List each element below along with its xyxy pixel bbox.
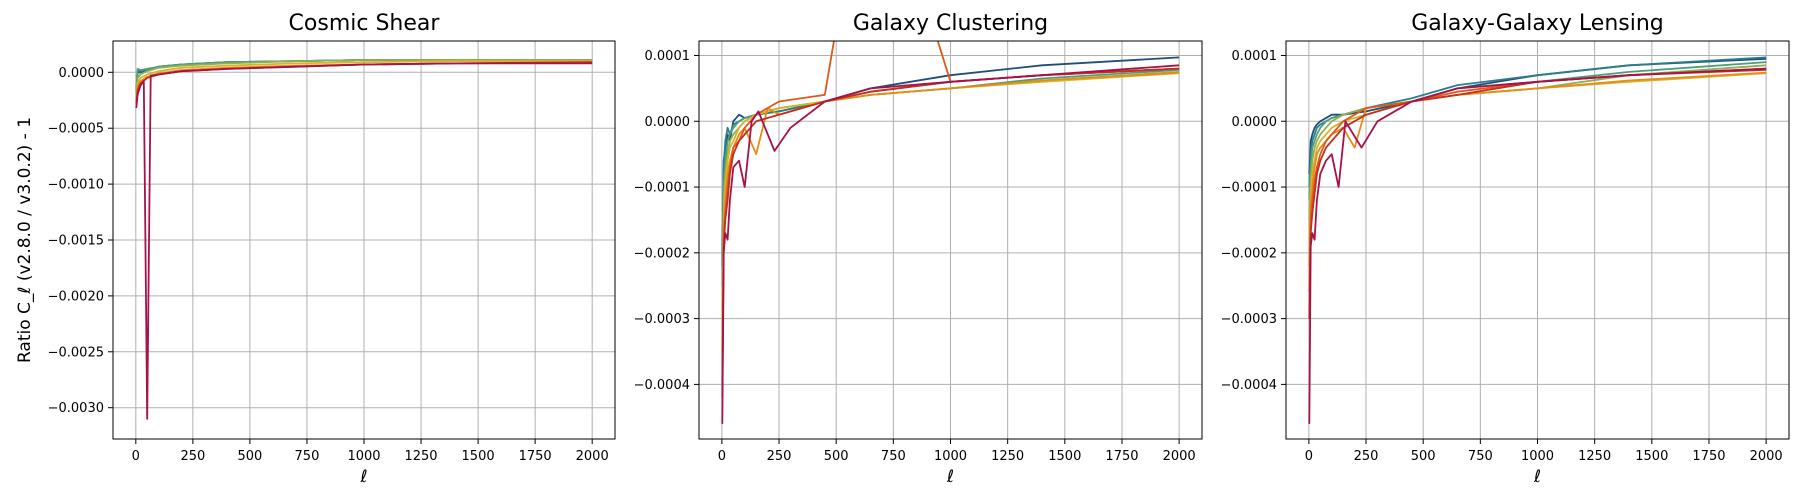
series-line xyxy=(721,67,1180,398)
x-tick-label: 1750 xyxy=(1692,449,1725,464)
series-line xyxy=(1308,71,1767,267)
series-group xyxy=(1308,56,1767,424)
x-tick-label: 1000 xyxy=(934,449,967,464)
y-tick-label: −0.0020 xyxy=(48,289,104,304)
x-tick-label: 750 xyxy=(1468,449,1493,464)
y-tick-label: −0.0003 xyxy=(1221,312,1277,327)
chart-panel: 0 250 500 750 1000 1250 1500 1750 2000 0.0001 0.00… xyxy=(1221,11,1790,487)
y-axis-label: Ratio C_ℓ (v2.8.0 / v3.0.2) - 1 xyxy=(15,117,35,363)
x-tick-label: 1500 xyxy=(1635,449,1668,464)
y-tick-label: −0.0010 xyxy=(48,178,104,193)
x-tick-label: 1000 xyxy=(347,449,380,464)
y-tick-label: 0.0001 xyxy=(1232,49,1278,64)
series-line xyxy=(1308,67,1767,293)
chart-title: Galaxy Clustering xyxy=(853,11,1048,36)
x-tick-label: 1250 xyxy=(991,449,1024,464)
series-line xyxy=(1308,57,1767,174)
x-tick-label: 1750 xyxy=(519,449,552,464)
chart-title: Galaxy-Galaxy Lensing xyxy=(1411,11,1664,36)
series-line xyxy=(135,60,593,97)
y-tick-label: −0.0005 xyxy=(48,122,104,137)
y-tick-label: 0.0000 xyxy=(59,66,105,81)
x-tick-label: 1000 xyxy=(1521,449,1554,464)
y-tick-label: −0.0004 xyxy=(1221,378,1277,393)
x-tick-label: 250 xyxy=(767,449,792,464)
series-line xyxy=(135,59,593,95)
y-tick-label: 0.0000 xyxy=(1232,115,1278,130)
x-tick-label: 750 xyxy=(881,449,906,464)
y-tick-label: −0.0004 xyxy=(634,378,690,393)
x-tick-label: 2000 xyxy=(1750,449,1783,464)
x-tick-label: 2000 xyxy=(576,449,609,464)
y-tick-label: −0.0015 xyxy=(48,234,104,249)
y-tick-label: −0.0001 xyxy=(634,181,690,196)
chart-panel: 0 250 500 750 1000 1250 1500 1750 2000 0.0000 −0.0… xyxy=(15,11,616,487)
x-tick-label: 500 xyxy=(824,449,849,464)
x-tick-label: 0 xyxy=(718,449,726,464)
x-tick-label: 500 xyxy=(237,449,262,464)
x-tick-label: 0 xyxy=(1305,449,1313,464)
y-tick-label: 0.0000 xyxy=(645,115,691,130)
y-tick-label: −0.0030 xyxy=(48,401,104,416)
y-tick-label: −0.0002 xyxy=(1221,246,1277,261)
x-tick-label: 250 xyxy=(1354,449,1379,464)
chart-panel: 0 250 500 750 1000 1250 1500 1750 2000 0.0001 0.00… xyxy=(634,11,1203,487)
y-tick-label: −0.0025 xyxy=(48,345,104,360)
x-tick-label: 0 xyxy=(132,449,140,464)
x-tick-label: 1250 xyxy=(1578,449,1611,464)
series-line xyxy=(721,41,1180,385)
series-line xyxy=(1308,69,1767,319)
x-axis-label: ℓ xyxy=(1533,467,1541,487)
y-tick-label: −0.0002 xyxy=(634,246,690,261)
x-tick-label: 1250 xyxy=(404,449,437,464)
y-tick-label: −0.0001 xyxy=(1221,181,1277,196)
x-tick-label: 500 xyxy=(1411,449,1436,464)
x-tick-label: 250 xyxy=(180,449,205,464)
x-tick-label: 750 xyxy=(295,449,320,464)
series-line xyxy=(1308,67,1767,424)
x-tick-label: 1750 xyxy=(1105,449,1138,464)
series-line xyxy=(721,71,1180,352)
y-tick-label: 0.0001 xyxy=(645,49,691,64)
chart-title: Cosmic Shear xyxy=(289,11,441,36)
x-axis-label: ℓ xyxy=(946,467,954,487)
x-tick-label: 1500 xyxy=(1048,449,1081,464)
series-line xyxy=(721,64,1180,424)
series-line xyxy=(135,62,593,420)
series-group xyxy=(135,59,593,420)
y-tick-label: −0.0003 xyxy=(634,312,690,327)
x-axis-label: ℓ xyxy=(359,467,367,487)
series-group xyxy=(721,41,1180,424)
x-tick-label: 2000 xyxy=(1163,449,1196,464)
x-tick-label: 1500 xyxy=(462,449,495,464)
